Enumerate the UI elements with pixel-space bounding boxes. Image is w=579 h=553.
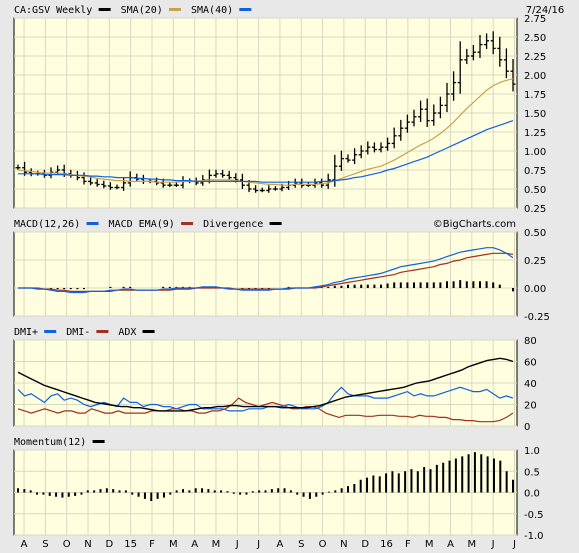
legend-label: MACD EMA(9)	[109, 219, 175, 230]
x-tick-label: M	[212, 539, 221, 550]
sma20-line	[17, 78, 514, 186]
y-tick-label: 2.50	[524, 33, 546, 44]
x-tick-label: M	[425, 539, 434, 550]
chart-date: 7/24/16	[526, 5, 565, 16]
x-tick-label: J	[235, 539, 239, 550]
x-tick-label: M	[169, 539, 178, 550]
y-tick-label: 40	[524, 379, 537, 390]
y-tick-label: 2.00	[524, 71, 546, 82]
legend-label: Momentum(12)	[14, 437, 86, 448]
legend-label: ADX	[118, 327, 136, 338]
x-tick-label: M	[468, 539, 477, 550]
y-tick-label: 1.0	[524, 446, 540, 457]
x-tick-label: F	[405, 539, 411, 550]
dmi-minus-line	[17, 397, 514, 423]
legend-swatch	[269, 222, 282, 225]
y-tick-label: 0.0	[524, 489, 540, 500]
x-tick-label: A	[277, 539, 284, 550]
legend-label: SMA(20)	[121, 5, 163, 16]
x-tick-label: N	[340, 539, 347, 550]
legend-label: SMA(40)	[191, 5, 233, 16]
x-tick-label: J	[512, 539, 516, 550]
legend-swatch	[92, 440, 105, 443]
x-tick-label: S	[298, 539, 304, 550]
y-tick-label: -0.5	[524, 510, 544, 521]
y-tick-label: 1.25	[524, 128, 546, 139]
y-tick-label: 0.50	[524, 228, 546, 239]
x-tick-label: O	[63, 539, 71, 550]
adx-line	[17, 357, 514, 412]
legend-swatch	[96, 330, 109, 333]
y-tick-label: 1.50	[524, 109, 546, 120]
x-tick-label: O	[319, 539, 327, 550]
y-tick-label: 20	[524, 401, 537, 412]
y-tick-label: 80	[524, 336, 537, 347]
legend-label: CA:GSV Weekly	[14, 5, 92, 16]
y-tick-label: 0	[524, 422, 530, 433]
y-tick-label: 0.50	[524, 185, 546, 196]
panel-1-background	[13, 231, 518, 317]
y-tick-label: 2.75	[524, 14, 546, 25]
y-tick-label: 1.75	[524, 90, 546, 101]
watermark: ©BigCharts.com	[433, 219, 516, 230]
x-tick-label: A	[21, 539, 28, 550]
x-tick-label: A	[447, 539, 454, 550]
y-tick-label: 1.00	[524, 147, 546, 158]
x-tick-label: A	[191, 539, 198, 550]
legend-swatch	[239, 8, 252, 11]
x-tick-label: J	[491, 539, 495, 550]
legend-label: DMI+	[14, 327, 38, 338]
legend-swatch	[86, 222, 99, 225]
legend-swatch	[142, 330, 155, 333]
legend-swatch	[181, 222, 194, 225]
y-tick-label: 0.25	[524, 256, 546, 267]
y-tick-label: -1.0	[524, 531, 544, 542]
y-tick-label: 2.25	[524, 52, 546, 63]
y-tick-label: 60	[524, 358, 537, 369]
x-tick-label: S	[42, 539, 48, 550]
legend-label: DMI-	[66, 327, 90, 338]
legend-swatch	[98, 8, 111, 11]
legend-label: MACD(12,26)	[14, 219, 80, 230]
y-tick-label: 0.5	[524, 467, 540, 478]
x-tick-label: D	[105, 539, 113, 550]
legend-swatch	[169, 8, 181, 11]
x-tick-label: 16	[380, 539, 393, 550]
y-tick-label: 0.25	[524, 204, 546, 215]
x-tick-label: D	[361, 539, 369, 550]
sma40-line	[18, 120, 514, 183]
y-tick-label: 0.75	[524, 166, 546, 177]
y-tick-label: 0.00	[524, 284, 546, 295]
y-tick-label: -0.25	[524, 312, 550, 323]
x-tick-label: N	[84, 539, 91, 550]
macd-line	[18, 247, 514, 294]
x-tick-label: J	[256, 539, 260, 550]
legend-swatch	[44, 330, 57, 333]
legend-label: Divergence	[203, 219, 263, 230]
x-tick-label: F	[149, 539, 155, 550]
x-tick-label: 15	[124, 539, 137, 550]
